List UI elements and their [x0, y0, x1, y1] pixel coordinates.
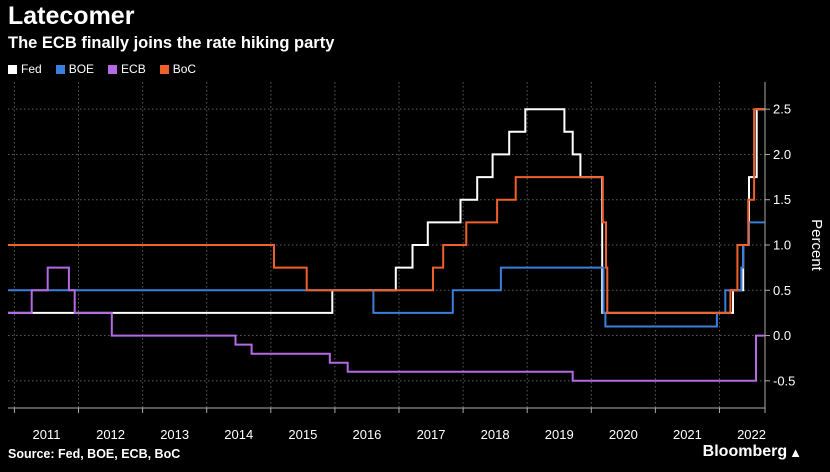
- y-axis-title: Percent: [808, 219, 825, 272]
- legend-swatch-fed: [8, 64, 17, 74]
- legend-item-fed: Fed: [8, 62, 42, 76]
- legend-swatch-boc: [159, 64, 169, 74]
- y-tick-label: 2.0: [773, 147, 791, 162]
- x-tick-label: 2014: [224, 427, 253, 442]
- series-line-boe: [8, 221, 765, 328]
- legend-item-ecb: ECB: [108, 62, 146, 76]
- x-tick-label: 2012: [96, 427, 125, 442]
- series-line-boc: [8, 108, 765, 314]
- x-tick-label: 2020: [609, 427, 638, 442]
- x-tick-label: 2013: [160, 427, 189, 442]
- y-tick-label: -0.5: [773, 373, 795, 388]
- series-lines: [8, 108, 765, 382]
- legend-item-boc: BoC: [159, 62, 197, 76]
- x-tick-label: 2021: [673, 427, 702, 442]
- chart-title: Latecomer: [8, 2, 135, 30]
- brand-name: Bloomberg: [702, 443, 788, 460]
- axes: 2011 2012 2013 2014 2015 2016 2017 2018 2019 2020…: [8, 82, 825, 442]
- legend-label-boc: BoC: [172, 62, 197, 76]
- legend-item-boe: BOE: [55, 62, 95, 76]
- legend-swatch-boe: [55, 64, 65, 74]
- y-tick-label: 0.5: [773, 283, 791, 298]
- source-note: Source: Fed, BOE, ECB, BoC: [8, 447, 181, 461]
- series-line-fed: [8, 108, 765, 314]
- x-tick-label: 2018: [481, 427, 510, 442]
- series-line-ecb: [8, 266, 765, 382]
- y-tick-label: 1.5: [773, 192, 791, 207]
- legend: Fed BOE ECB BoC: [8, 62, 196, 76]
- brand-mark-icon: ▲: [789, 444, 802, 460]
- x-tick-label: 2011: [32, 427, 60, 442]
- chart-subtitle: The ECB finally joins the rate hiking pa…: [8, 34, 335, 52]
- x-tick-label: 2019: [545, 427, 574, 442]
- x-tick-label: 2017: [417, 427, 446, 442]
- y-tick-label: 0.0: [773, 328, 791, 343]
- legend-label-boe: BOE: [68, 62, 95, 76]
- x-tick-label: 2015: [288, 427, 317, 442]
- legend-label-fed: Fed: [21, 62, 42, 76]
- y-tick-label: 1.0: [773, 238, 791, 253]
- x-tick-label: 2022: [737, 427, 766, 442]
- brand-logo: Bloomberg ▲: [703, 443, 802, 461]
- y-tick-label: 2.5: [773, 102, 791, 117]
- legend-swatch-ecb: [108, 64, 118, 74]
- legend-label-ecb: ECB: [121, 62, 146, 76]
- x-tick-label: 2016: [352, 427, 381, 442]
